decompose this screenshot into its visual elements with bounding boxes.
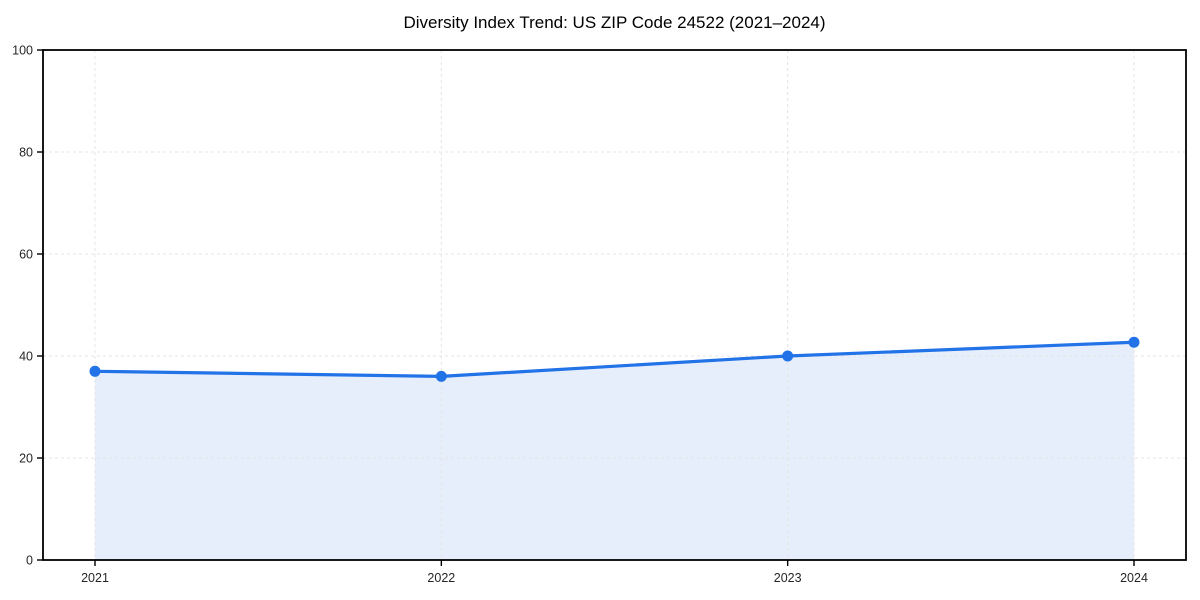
- trend-line: [93, 340, 1136, 378]
- y-tick-label: 20: [19, 452, 33, 466]
- area-fill: [95, 342, 1134, 560]
- data-point-2023[interactable]: [782, 350, 794, 362]
- y-tick-label: 60: [19, 248, 33, 262]
- y-tick-label: 100: [12, 44, 33, 58]
- x-tick-label: 2024: [1120, 571, 1148, 585]
- x-tick-label: 2023: [774, 571, 802, 585]
- data-point-2022[interactable]: [435, 370, 447, 382]
- y-tick-label: 0: [26, 554, 33, 568]
- chart-title: Diversity Index Trend: US ZIP Code 24522…: [403, 13, 826, 32]
- x-tick-label: 2022: [427, 571, 455, 585]
- data-point-2024[interactable]: [1128, 336, 1140, 348]
- data-point-2021[interactable]: [89, 365, 101, 377]
- y-tick-label: 40: [19, 350, 33, 364]
- x-tick-label: 2021: [81, 571, 109, 585]
- axes-frame: [42, 49, 1187, 561]
- y-tick-label: 80: [19, 146, 33, 160]
